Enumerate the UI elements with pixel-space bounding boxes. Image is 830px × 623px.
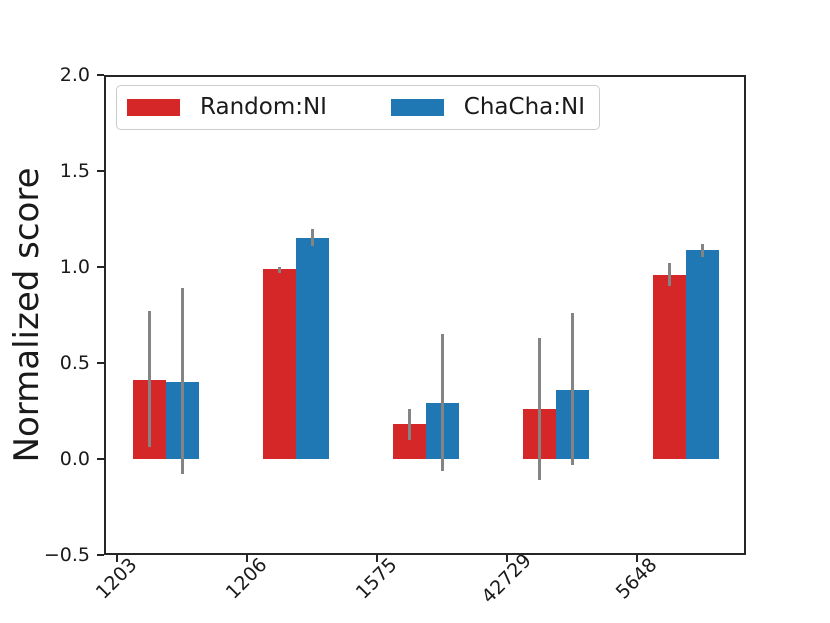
y-tick-mark: [97, 362, 104, 364]
error-bar-random-ni-5648: [668, 263, 671, 287]
error-bar-random-ni-42729: [538, 338, 541, 481]
error-bar-chacha-ni-1575: [441, 334, 444, 471]
legend-entry-chacha: ChaCha:NI: [390, 94, 585, 120]
error-bar-random-ni-1203: [148, 311, 151, 448]
error-bar-chacha-ni-5648: [701, 243, 704, 258]
plot-spines: [104, 75, 746, 555]
y-tick-label: 2.0: [59, 64, 90, 86]
x-tick-mark: [636, 555, 638, 562]
x-tick-label: 1203: [91, 553, 142, 604]
bar-chacha-ni-5648: [686, 249, 719, 459]
error-bar-chacha-ni-1203: [181, 288, 184, 475]
y-tick-label: 0.0: [59, 448, 90, 470]
bar-random-ni-5648: [653, 274, 686, 459]
bar-chacha-ni-1206: [296, 238, 329, 459]
x-tick-label: 1575: [351, 553, 402, 604]
y-tick-mark: [97, 554, 104, 556]
error-bar-random-ni-1575: [408, 409, 411, 440]
y-axis-label: Normalized score: [7, 167, 47, 463]
legend: Random:NI ChaCha:NI: [116, 85, 600, 130]
x-tick-label: 5648: [611, 553, 662, 604]
y-tick-label: 0.5: [59, 352, 90, 374]
y-tick-label: −0.5: [43, 544, 90, 566]
error-bar-chacha-ni-42729: [571, 313, 574, 465]
legend-entry-random: Random:NI: [127, 96, 327, 119]
y-tick-mark: [97, 170, 104, 172]
legend-label-chacha-ni: ChaCha:NI: [463, 94, 585, 120]
y-tick-mark: [97, 458, 104, 460]
x-tick-mark: [376, 555, 378, 562]
x-tick-mark: [116, 555, 118, 562]
y-tick-label: 1.0: [59, 256, 90, 278]
legend-swatch-chacha-ni: [390, 99, 444, 116]
error-bar-chacha-ni-1206: [311, 228, 314, 246]
x-tick-label: 1206: [221, 553, 272, 604]
y-tick-label: 1.5: [59, 160, 90, 182]
legend-label-random-ni: Random:NI: [200, 94, 327, 120]
x-tick-mark: [246, 555, 248, 562]
y-tick-mark: [97, 266, 104, 268]
error-bar-random-ni-1206: [278, 267, 281, 273]
x-tick-mark: [506, 555, 508, 562]
legend-swatch-random-ni: [127, 99, 180, 116]
y-tick-mark: [97, 74, 104, 76]
bar-random-ni-1206: [263, 268, 296, 459]
